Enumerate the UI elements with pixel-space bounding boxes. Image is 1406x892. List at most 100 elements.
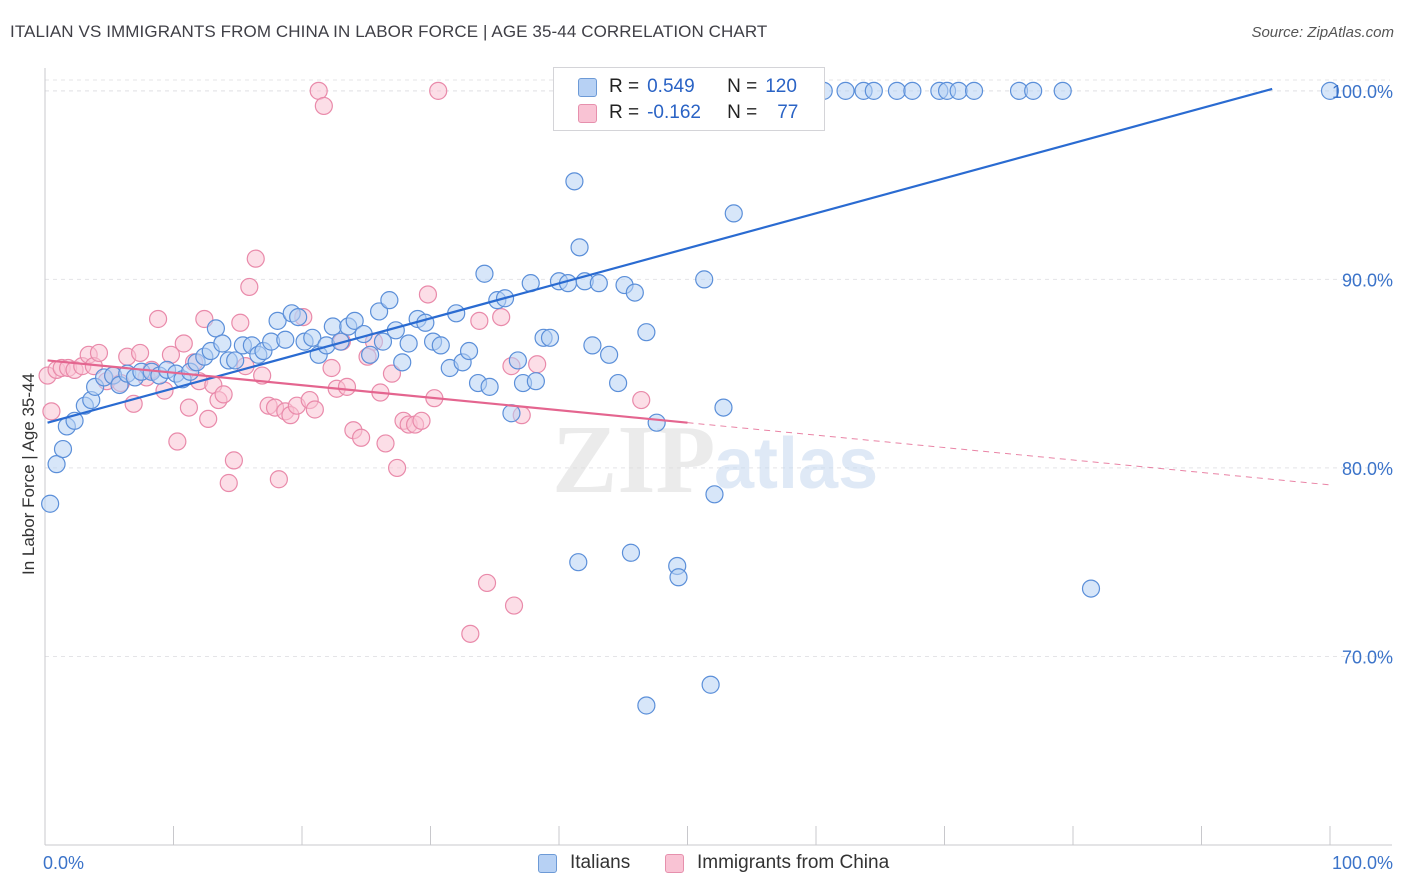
legend-r-value: -0.162: [647, 102, 701, 123]
italians-point: [600, 345, 619, 364]
y-tick-label: 70.0%: [1342, 647, 1393, 667]
legend-row-china: R = -0.162 N = 77: [578, 101, 798, 125]
china-point: [305, 400, 324, 419]
italians-point: [887, 81, 907, 100]
china-point: [219, 473, 238, 493]
italians-point: [621, 543, 641, 562]
italians-point: [1024, 81, 1043, 100]
china-point: [470, 311, 489, 330]
legend-swatch-china: [665, 853, 684, 873]
china-point: [174, 334, 193, 353]
italians-point: [625, 283, 644, 302]
legend-swatch-italians: [538, 853, 557, 873]
china-point: [461, 624, 480, 643]
legend-n-label: N =: [727, 102, 758, 123]
y-tick-label: 90.0%: [1342, 270, 1393, 290]
italians-trend-line: [47, 87, 1273, 424]
italians-point: [864, 81, 883, 100]
x-tick-label: 0.0%: [43, 853, 84, 873]
china-point: [269, 470, 288, 489]
italians-point: [475, 264, 494, 283]
italians-point: [361, 345, 380, 364]
series-italians-points: [41, 81, 1340, 715]
italians-point: [647, 413, 666, 432]
italians-point: [669, 568, 688, 587]
italians-point: [345, 311, 364, 330]
china-point: [214, 385, 233, 404]
legend-item-italians[interactable]: Italians: [538, 852, 630, 874]
china-point: [168, 432, 187, 451]
china-point: [130, 343, 150, 363]
legend-swatch-china: [578, 103, 597, 123]
italians-point: [583, 336, 602, 355]
italians-point: [226, 351, 245, 370]
china-trend-extension: [687, 422, 1331, 486]
italians-point: [540, 328, 560, 347]
china-point: [224, 451, 243, 470]
legend-n-value: 77: [777, 102, 799, 123]
watermark-atlas: atlas: [714, 424, 878, 504]
italians-point: [508, 351, 527, 370]
legend-r-value: 0.549: [647, 76, 695, 97]
china-point: [429, 81, 448, 100]
italians-point: [724, 204, 743, 223]
italians-point: [714, 398, 733, 417]
china-point: [376, 434, 395, 453]
italians-point: [903, 81, 922, 100]
china-point: [418, 285, 438, 304]
italians-point: [47, 455, 66, 474]
china-point: [314, 96, 333, 116]
italians-point: [695, 270, 714, 289]
china-point: [322, 358, 341, 378]
italians-point: [323, 317, 342, 336]
y-tick-label: 80.0%: [1342, 459, 1393, 479]
italians-point: [380, 291, 399, 310]
china-point: [231, 313, 250, 332]
china-point: [246, 249, 265, 268]
italians-point: [289, 307, 308, 327]
china-point: [89, 343, 109, 363]
legend-item-china[interactable]: Immigrants from China: [665, 852, 889, 874]
china-point: [253, 366, 272, 385]
italians-point: [303, 328, 322, 347]
china-point: [148, 309, 168, 329]
italians-point: [637, 696, 656, 715]
italians-point: [949, 81, 968, 100]
chart-title: ITALIAN VS IMMIGRANTS FROM CHINA IN LABO…: [10, 22, 768, 41]
legend-label-china: Immigrants from China: [697, 852, 890, 873]
china-point: [240, 277, 259, 297]
trend-lines: [47, 87, 1331, 486]
italians-point: [1081, 579, 1101, 598]
italians-point: [569, 553, 588, 572]
italians-point: [480, 377, 499, 396]
italians-point: [53, 439, 73, 459]
legend-swatch-italians: [578, 77, 597, 97]
italians-point: [276, 330, 295, 349]
tick-labels: 100.0% 90.0% 80.0% 70.0% 0.0% 100.0%: [43, 82, 1393, 873]
italians-point: [213, 334, 232, 353]
italians-point: [589, 274, 608, 293]
watermark-zip: ZIP: [552, 406, 715, 514]
italians-point: [609, 373, 628, 393]
china-point: [412, 411, 431, 430]
china-point: [199, 409, 218, 429]
italians-point: [570, 238, 589, 257]
italians-point: [1320, 81, 1340, 100]
series-legend: Italians Immigrants from China: [0, 852, 1406, 878]
italians-point: [1053, 81, 1072, 100]
china-point: [504, 596, 524, 615]
series-china-points: [38, 81, 651, 643]
italians-point: [399, 334, 418, 353]
china-point: [352, 428, 371, 447]
china-point: [337, 377, 357, 396]
italians-point: [836, 81, 855, 100]
axes: [44, 68, 1392, 846]
china-point: [477, 573, 497, 593]
x-tick-label: 100.0%: [1332, 853, 1393, 873]
legend-r-label: R =: [609, 76, 640, 97]
italians-point: [41, 494, 60, 513]
italians-point: [268, 311, 287, 330]
china-point: [492, 307, 511, 327]
italians-point: [637, 323, 656, 342]
watermark: ZIP atlas: [552, 406, 878, 514]
